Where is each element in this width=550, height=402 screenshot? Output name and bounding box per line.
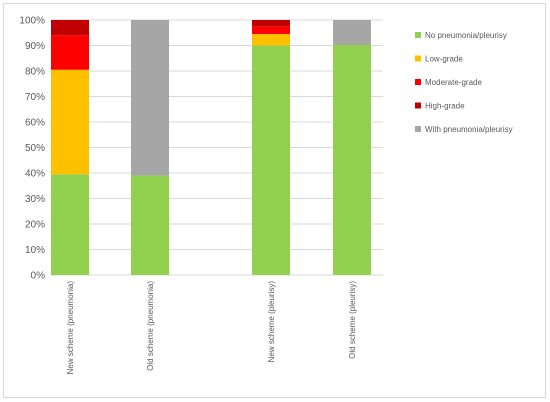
- y-tick-label: 20%: [25, 220, 45, 231]
- bar-segment: [333, 44, 371, 275]
- x-category-label: New scheme (pneumonia): [66, 281, 75, 375]
- legend-label: Low-grade: [425, 55, 463, 64]
- y-tick-label: 30%: [25, 194, 45, 205]
- y-tick-label: 70%: [25, 92, 45, 103]
- chart-frame: 0% 10% 20% 30% 40% 50% 60% 70% 80% 90% 100% New sc…: [3, 3, 546, 398]
- bar-segment: [51, 174, 89, 275]
- bar-segment: [333, 20, 371, 45]
- x-category-label: Old scheme (pneumonia): [146, 281, 155, 371]
- x-axis-category-labels: New scheme (pneumonia) Old scheme (pneumo…: [66, 281, 357, 375]
- y-tick-label: 100%: [19, 16, 45, 27]
- legend-swatch: [415, 126, 421, 132]
- x-category-label: Old scheme (pleurisy): [348, 281, 357, 359]
- bar-segment: [131, 175, 169, 275]
- bar-segment: [252, 34, 290, 46]
- y-axis-tick-labels: 0% 10% 20% 30% 40% 50% 60% 70% 80% 90% 100%: [19, 16, 45, 282]
- legend-label: High-grade: [425, 102, 465, 111]
- bar-segment: [51, 69, 89, 175]
- bars: [51, 20, 371, 275]
- bar-segment: [252, 26, 290, 35]
- grid-lines: [50, 19, 383, 276]
- legend-swatch: [415, 102, 421, 109]
- bar-segment: [51, 35, 89, 70]
- legend: No pneumonia/pleurisy Low-grade Moderate-g…: [415, 31, 513, 134]
- y-tick-label: 0%: [31, 271, 46, 282]
- y-tick-label: 50%: [25, 143, 45, 154]
- bar-segment: [131, 20, 169, 176]
- y-tick-label: 80%: [25, 67, 45, 78]
- legend-swatch: [415, 55, 421, 62]
- legend-label: With pneumonia/pleurisy: [425, 125, 513, 134]
- y-tick-label: 40%: [25, 169, 45, 180]
- bar-segment: [51, 20, 89, 36]
- legend-label: Moderate-grade: [425, 78, 482, 87]
- legend-swatch: [415, 79, 421, 85]
- stacked-bar-chart: 0% 10% 20% 30% 40% 50% 60% 70% 80% 90% 100% New sc…: [19, 16, 513, 375]
- y-tick-label: 60%: [25, 118, 45, 129]
- bar-segment: [252, 20, 290, 27]
- legend-label: No pneumonia/pleurisy: [425, 31, 507, 40]
- legend-swatch: [415, 32, 421, 38]
- y-tick-label: 10%: [25, 245, 45, 256]
- y-tick-label: 90%: [25, 41, 45, 52]
- x-category-label: New scheme (pleurisy): [267, 281, 276, 363]
- bar-segment: [252, 45, 290, 275]
